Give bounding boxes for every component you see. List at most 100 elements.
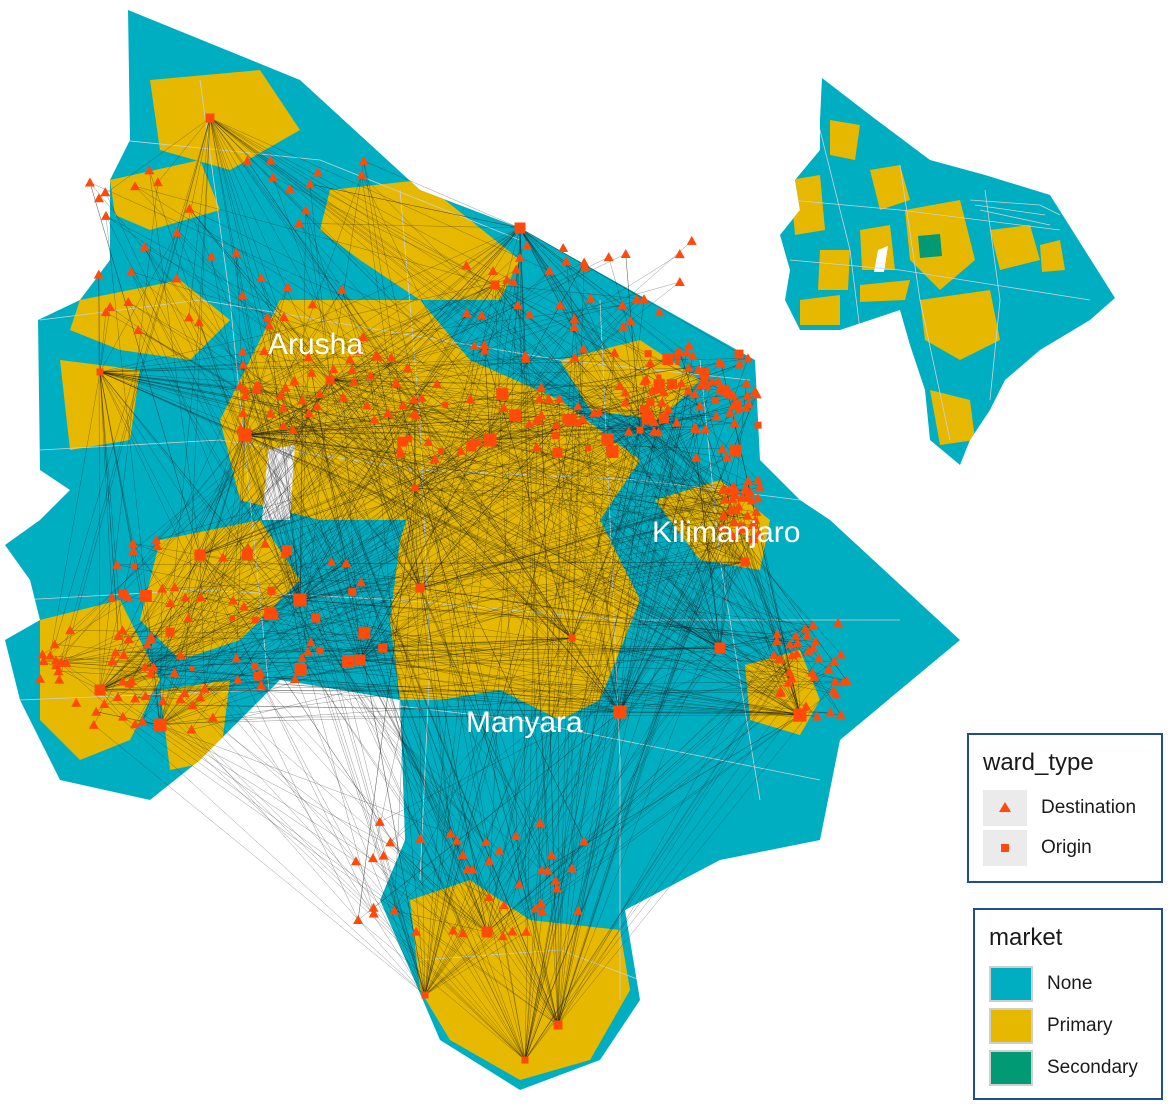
destination-marker <box>240 390 251 400</box>
flow-line <box>244 434 730 491</box>
destination-marker <box>284 183 295 193</box>
flow-line <box>359 432 659 661</box>
destination-marker <box>171 273 182 283</box>
destination-marker <box>823 664 834 674</box>
flow-line <box>494 284 539 421</box>
flow-line <box>98 274 101 373</box>
flow-line <box>359 424 557 661</box>
flow-line <box>244 434 401 455</box>
flow-line <box>133 550 559 1026</box>
flow-line <box>244 434 757 513</box>
destination-marker <box>71 697 82 707</box>
destination-marker <box>391 378 402 388</box>
destination-marker <box>554 393 565 403</box>
destination-marker <box>771 636 782 646</box>
flow-line <box>524 406 579 1061</box>
flow-line <box>244 409 648 436</box>
destination-marker <box>748 519 759 529</box>
destination-marker <box>278 311 289 321</box>
flow-line <box>134 185 496 286</box>
destination-marker <box>389 905 400 915</box>
flow-line <box>719 647 847 682</box>
flow-line <box>99 582 362 691</box>
flow-line <box>199 424 557 556</box>
flow-line <box>191 637 573 730</box>
destination-marker <box>494 845 505 855</box>
destination-marker <box>617 300 628 310</box>
destination-marker <box>288 424 299 434</box>
flow-line <box>299 450 461 601</box>
destination-marker <box>746 495 757 505</box>
flow-line <box>199 356 379 556</box>
destination-marker <box>237 290 248 300</box>
flow-line <box>542 561 746 912</box>
flow-line <box>494 284 520 885</box>
flow-line <box>123 654 361 661</box>
destination-marker <box>195 592 206 602</box>
destination-marker <box>721 452 732 462</box>
flow-line <box>274 614 488 933</box>
flow-line <box>557 398 560 1026</box>
origin-marker <box>700 376 709 385</box>
destination-marker <box>536 410 547 420</box>
flow-line <box>302 657 621 713</box>
destination-marker <box>649 426 660 436</box>
flow-line <box>308 413 559 1026</box>
flow-line <box>519 227 749 359</box>
swatch-none-fill <box>991 968 1031 1000</box>
origin-marker <box>699 367 710 378</box>
destination-marker <box>344 354 355 364</box>
flow-line <box>256 385 573 639</box>
destination-marker <box>561 256 572 266</box>
flow-line <box>414 407 504 489</box>
flow-line <box>415 415 526 1061</box>
destination-marker <box>531 414 542 424</box>
flow-line <box>188 617 801 716</box>
flow-line <box>159 681 844 726</box>
destination-marker <box>631 294 642 304</box>
destination-marker <box>100 307 111 317</box>
flow-line <box>329 355 526 381</box>
flow-line <box>43 660 801 716</box>
flow-line <box>413 399 491 441</box>
destination-marker <box>408 408 419 418</box>
flow-line <box>419 524 754 589</box>
origin-marker <box>189 666 195 672</box>
flow-line <box>199 554 847 682</box>
flow-line <box>118 599 301 637</box>
flow-line <box>359 659 841 716</box>
flow-line <box>360 582 421 589</box>
destination-marker <box>787 673 798 683</box>
flow-line <box>489 439 818 717</box>
origin-marker <box>662 353 674 365</box>
flow-line <box>488 227 521 898</box>
legend-ward-type: ward_type Destination Origin <box>967 733 1163 883</box>
flow-line <box>134 561 746 699</box>
flow-line <box>419 587 451 834</box>
origin-marker <box>552 432 560 440</box>
flow-line <box>695 429 721 649</box>
flow-line <box>541 647 721 871</box>
destination-marker <box>431 379 442 389</box>
flow-line <box>301 487 416 659</box>
flow-line <box>419 406 579 589</box>
destination-marker <box>524 309 535 319</box>
destination-marker <box>514 252 525 262</box>
flow-line <box>421 397 559 1026</box>
flow-line <box>244 253 626 436</box>
flow-line <box>486 524 753 933</box>
destination-marker <box>743 353 754 363</box>
flow-line <box>99 689 781 692</box>
flow-line <box>414 357 575 489</box>
flow-line <box>311 372 361 661</box>
destination-marker <box>841 675 852 685</box>
flow-line <box>134 379 331 725</box>
destination-marker <box>411 926 422 936</box>
flow-line <box>99 371 119 637</box>
flow-line <box>357 919 526 1061</box>
flow-line <box>99 326 575 691</box>
destination-marker <box>53 666 64 676</box>
flow-line <box>244 405 368 436</box>
flow-line <box>200 379 331 698</box>
flow-line <box>390 637 573 843</box>
